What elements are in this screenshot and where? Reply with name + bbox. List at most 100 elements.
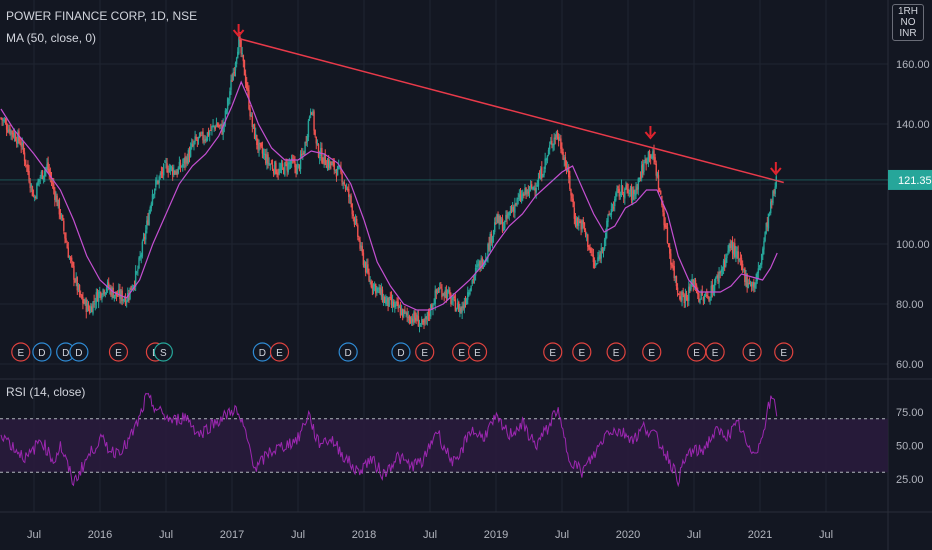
candle-body <box>496 214 498 223</box>
candle-body <box>127 293 129 302</box>
candle-body <box>522 193 524 196</box>
candle-body <box>210 129 212 131</box>
candle-body <box>464 301 467 304</box>
candle-body <box>82 297 84 304</box>
candle-body <box>537 178 540 187</box>
candle-body <box>269 164 271 166</box>
candle-body <box>427 311 430 316</box>
candle-body <box>77 285 80 290</box>
candle-body <box>272 169 275 174</box>
candle-body <box>44 170 46 177</box>
candle-body <box>391 300 394 306</box>
candle-body <box>701 291 703 296</box>
candle-body <box>703 295 706 302</box>
candle-body <box>743 269 745 271</box>
candle-body <box>559 139 561 141</box>
candle-body <box>323 153 325 163</box>
candle-body <box>753 282 755 288</box>
candle-body <box>217 125 220 127</box>
candle-body <box>60 215 63 219</box>
candle-body <box>382 296 385 303</box>
candle-body <box>453 296 455 299</box>
candle-body <box>767 213 770 229</box>
event-marker-letter: E <box>458 348 465 359</box>
candle-body <box>423 320 425 324</box>
candle-body <box>739 257 742 259</box>
candle-body <box>697 292 699 295</box>
candle-body <box>405 312 407 314</box>
candle-body <box>677 293 680 295</box>
candle-body <box>610 208 613 215</box>
candle-body <box>681 291 683 301</box>
candle-body <box>252 124 255 126</box>
ma-legend[interactable]: MA (50, close, 0) <box>6 31 97 45</box>
candle-body <box>139 256 141 259</box>
candle-body <box>734 243 736 257</box>
candle-body <box>538 176 541 179</box>
candle-body <box>755 279 757 285</box>
event-marker-letter: E <box>17 348 24 359</box>
candle-body <box>343 182 346 185</box>
candle-body <box>253 124 256 139</box>
candle-body <box>416 314 418 321</box>
candle-body <box>146 220 148 230</box>
candle-body <box>648 151 651 157</box>
event-marker-letter: E <box>780 348 787 359</box>
candle-body <box>270 163 273 165</box>
candle-body <box>241 53 243 55</box>
candle-body <box>404 310 406 312</box>
candle-body <box>373 284 376 286</box>
rsi-legend[interactable]: RSI (14, close) <box>6 385 86 399</box>
candle-body <box>224 110 227 122</box>
candle-body <box>517 198 519 200</box>
candle-body <box>572 198 574 208</box>
candle-body <box>623 194 625 198</box>
candle-body <box>308 116 311 120</box>
candle-body <box>633 189 635 195</box>
candle-body <box>711 284 714 293</box>
price-tick-label: 100.00 <box>896 239 930 251</box>
currency-badge[interactable]: 1RH NO INR <box>892 4 924 41</box>
candle-body <box>730 241 733 249</box>
candle-body <box>349 195 351 198</box>
candle-body <box>596 263 598 265</box>
candle-body <box>318 156 321 158</box>
candle-body <box>296 165 298 175</box>
candle-body <box>716 276 718 278</box>
candle-body <box>108 282 110 289</box>
candle-body <box>353 217 356 225</box>
candle-body <box>208 131 211 135</box>
candle-body <box>649 155 652 159</box>
candle-body <box>419 323 422 325</box>
candle-body <box>456 302 459 308</box>
candle-body <box>81 294 83 299</box>
candle-body <box>200 134 202 136</box>
candle-body <box>563 158 565 161</box>
symbol-legend[interactable]: POWER FINANCE CORP, 1D, NSE <box>6 9 198 23</box>
candle-body <box>562 151 564 160</box>
candle-body <box>523 194 525 196</box>
event-marker-icon <box>153 342 173 362</box>
candle-body <box>654 157 656 163</box>
candle-body <box>581 220 583 229</box>
candle-body <box>556 130 559 137</box>
candle-body <box>326 161 329 170</box>
candle-body <box>669 246 671 254</box>
candle-body <box>156 180 158 182</box>
candle-body <box>90 306 92 313</box>
candle-body <box>452 297 454 300</box>
event-marker-letter: D <box>397 348 404 359</box>
event-marker-letter: E <box>421 348 428 359</box>
candle-body <box>50 178 53 183</box>
candle-body <box>27 164 29 172</box>
candle-body <box>346 188 349 190</box>
candle-body <box>325 165 328 168</box>
candle-body <box>302 152 304 154</box>
candle-body <box>173 169 175 175</box>
candle-body <box>215 124 218 128</box>
candle-body <box>757 268 760 274</box>
candle-body <box>151 194 154 205</box>
candle-body <box>692 279 694 288</box>
